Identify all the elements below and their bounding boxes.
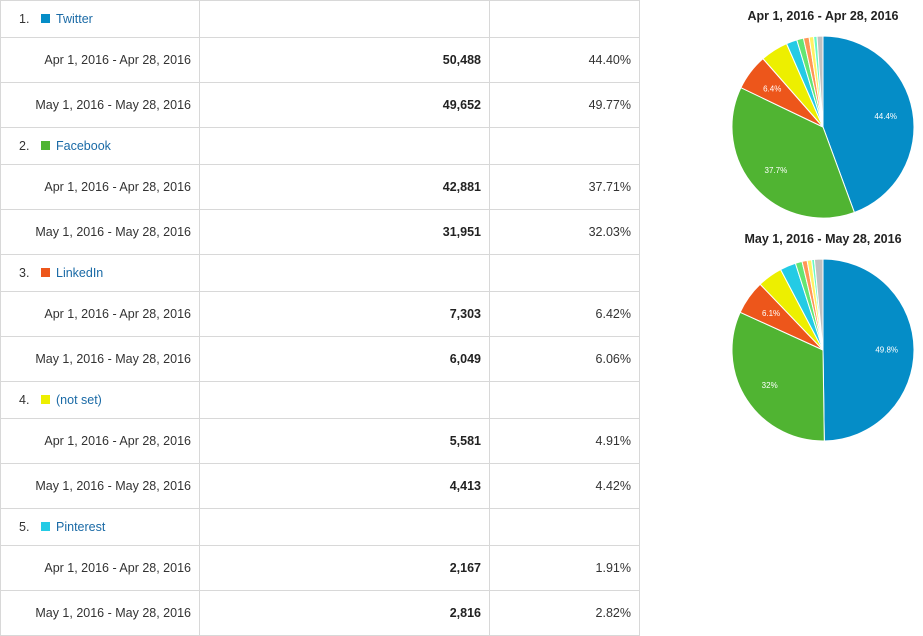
rank: 5. (19, 520, 30, 534)
percent-value: 6.06% (489, 336, 640, 382)
legend-swatch-icon (41, 14, 50, 23)
sessions-value: 2,816 (199, 590, 490, 636)
source-link[interactable]: LinkedIn (56, 266, 104, 280)
sessions-value: 4,413 (199, 463, 490, 509)
source-row: 1. Twitter (0, 0, 640, 38)
rank: 2. (19, 139, 30, 153)
sessions-value: 2,167 (199, 545, 490, 591)
sessions-value: 7,303 (199, 291, 490, 337)
date-range: May 1, 2016 - May 28, 2016 (0, 463, 200, 509)
source-row: 3. LinkedIn (0, 254, 640, 292)
slice-label: 6.1% (762, 309, 780, 318)
percent-value: 4.42% (489, 463, 640, 509)
empty-cell (199, 127, 490, 165)
source-name-cell: 4. (not set) (0, 381, 200, 419)
empty-cell (489, 381, 640, 419)
period-row: Apr 1, 2016 - Apr 28, 2016 42,881 37.71% (0, 164, 640, 210)
rank: 4. (19, 393, 30, 407)
pie-slice[interactable] (822, 35, 915, 214)
sessions-value: 5,581 (199, 418, 490, 464)
period-row: May 1, 2016 - May 28, 2016 4,413 4.42% (0, 463, 640, 509)
sessions-value: 50,488 (199, 37, 490, 83)
source-name-cell: 5. Pinterest (0, 508, 200, 546)
date-range: May 1, 2016 - May 28, 2016 (0, 209, 200, 255)
empty-cell (489, 127, 640, 165)
pie-slice[interactable] (731, 311, 825, 442)
date-range: Apr 1, 2016 - Apr 28, 2016 (0, 418, 200, 464)
legend-swatch-icon (41, 395, 50, 404)
legend-swatch-icon (41, 268, 50, 277)
pie-title: Apr 1, 2016 - Apr 28, 2016 (747, 9, 898, 23)
pie-slice[interactable] (822, 258, 915, 442)
slice-label: 37.7% (765, 166, 788, 175)
percent-value: 1.91% (489, 545, 640, 591)
period-row: Apr 1, 2016 - Apr 28, 2016 7,303 6.42% (0, 291, 640, 337)
source-row: 4. (not set) (0, 381, 640, 419)
period-row: Apr 1, 2016 - Apr 28, 2016 2,167 1.91% (0, 545, 640, 591)
slice-label: 6.4% (763, 85, 781, 94)
date-range: Apr 1, 2016 - Apr 28, 2016 (0, 291, 200, 337)
source-row: 5. Pinterest (0, 508, 640, 546)
percent-value: 37.71% (489, 164, 640, 210)
source-name-cell: 3. LinkedIn (0, 254, 200, 292)
period-row: Apr 1, 2016 - Apr 28, 2016 5,581 4.91% (0, 418, 640, 464)
empty-cell (199, 0, 490, 38)
rank: 3. (19, 266, 30, 280)
pie-charts: Apr 1, 2016 - Apr 28, 2016 44.4% 37.7% 6.4%… (731, 9, 915, 442)
sessions-value: 31,951 (199, 209, 490, 255)
empty-cell (199, 508, 490, 546)
period-row: May 1, 2016 - May 28, 2016 2,816 2.82% (0, 590, 640, 636)
slice-label: 44.4% (874, 112, 897, 121)
empty-cell (199, 381, 490, 419)
period-row: May 1, 2016 - May 28, 2016 49,652 49.77% (0, 82, 640, 128)
source-name-cell: 2. Facebook (0, 127, 200, 165)
date-range: May 1, 2016 - May 28, 2016 (0, 336, 200, 382)
source-link[interactable]: Facebook (56, 139, 111, 153)
rank: 1. (19, 12, 30, 26)
source-link[interactable]: (not set) (56, 393, 102, 407)
date-range: May 1, 2016 - May 28, 2016 (0, 82, 200, 128)
percent-value: 49.77% (489, 82, 640, 128)
date-range: Apr 1, 2016 - Apr 28, 2016 (0, 37, 200, 83)
empty-cell (489, 254, 640, 292)
sessions-value: 6,049 (199, 336, 490, 382)
period-row: Apr 1, 2016 - Apr 28, 2016 50,488 44.40% (0, 37, 640, 83)
pie-slice[interactable] (731, 87, 856, 219)
legend-swatch-icon (41, 522, 50, 531)
source-link[interactable]: Pinterest (56, 520, 106, 534)
date-range: May 1, 2016 - May 28, 2016 (0, 590, 200, 636)
percent-value: 2.82% (489, 590, 640, 636)
sessions-value: 42,881 (199, 164, 490, 210)
legend-swatch-icon (41, 141, 50, 150)
source-name-cell: 1. Twitter (0, 0, 200, 38)
pie-slice[interactable] (813, 258, 824, 351)
percent-value: 32.03% (489, 209, 640, 255)
pie-slice[interactable] (816, 35, 824, 128)
source-comparison-table: 1. Twitter Apr 1, 2016 - Apr 28, 2016 50,48… (0, 0, 640, 636)
slice-label: 32% (762, 381, 778, 390)
percent-value: 4.91% (489, 418, 640, 464)
percent-value: 44.40% (489, 37, 640, 83)
date-range: Apr 1, 2016 - Apr 28, 2016 (0, 164, 200, 210)
period-row: May 1, 2016 - May 28, 2016 31,951 32.03% (0, 209, 640, 255)
empty-cell (199, 254, 490, 292)
sessions-value: 49,652 (199, 82, 490, 128)
period-row: May 1, 2016 - May 28, 2016 6,049 6.06% (0, 336, 640, 382)
source-row: 2. Facebook (0, 127, 640, 165)
percent-value: 6.42% (489, 291, 640, 337)
pie-title: May 1, 2016 - May 28, 2016 (744, 232, 901, 246)
source-link[interactable]: Twitter (56, 12, 93, 26)
empty-cell (489, 508, 640, 546)
empty-cell (489, 0, 640, 38)
date-range: Apr 1, 2016 - Apr 28, 2016 (0, 545, 200, 591)
slice-label: 49.8% (875, 346, 898, 355)
